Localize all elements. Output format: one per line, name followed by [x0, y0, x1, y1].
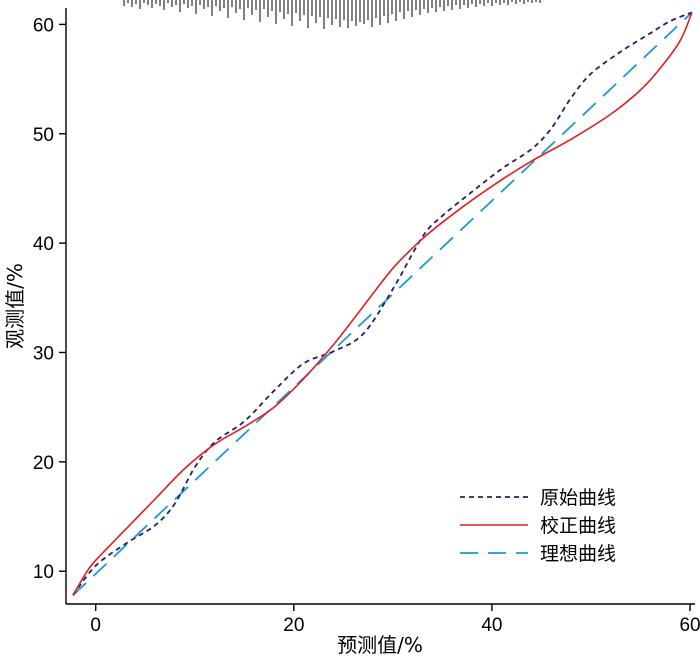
- y-tick-label: 60: [33, 15, 54, 36]
- y-tick-label: 30: [33, 343, 54, 364]
- legend-label-0: 原始曲线: [540, 487, 616, 509]
- x-axis-title: 预测值/%: [337, 633, 423, 657]
- series-line-2: [72, 11, 693, 596]
- series-lines: [72, 11, 693, 596]
- y-tick-label: 50: [33, 125, 54, 146]
- rug-ticks: [123, 0, 541, 29]
- y-axis-title: 观测值/%: [3, 263, 27, 349]
- y-tick-label: 10: [33, 562, 54, 583]
- x-tick-label: 60: [679, 615, 700, 636]
- axes: [65, 8, 695, 605]
- x-tick-label: 40: [481, 615, 502, 636]
- series-line-1: [72, 12, 693, 596]
- legend-label-1: 校正曲线: [540, 515, 616, 537]
- tick-marks: 0 20 40 60 10 20 30 40 50 60: [33, 15, 700, 636]
- y-tick-label: 20: [33, 453, 54, 474]
- legend-label-2: 理想曲线: [540, 543, 616, 565]
- y-tick-label: 40: [33, 234, 54, 255]
- series-line-0: [72, 11, 693, 596]
- x-tick-label: 20: [283, 615, 304, 636]
- x-tick-label: 0: [90, 615, 101, 636]
